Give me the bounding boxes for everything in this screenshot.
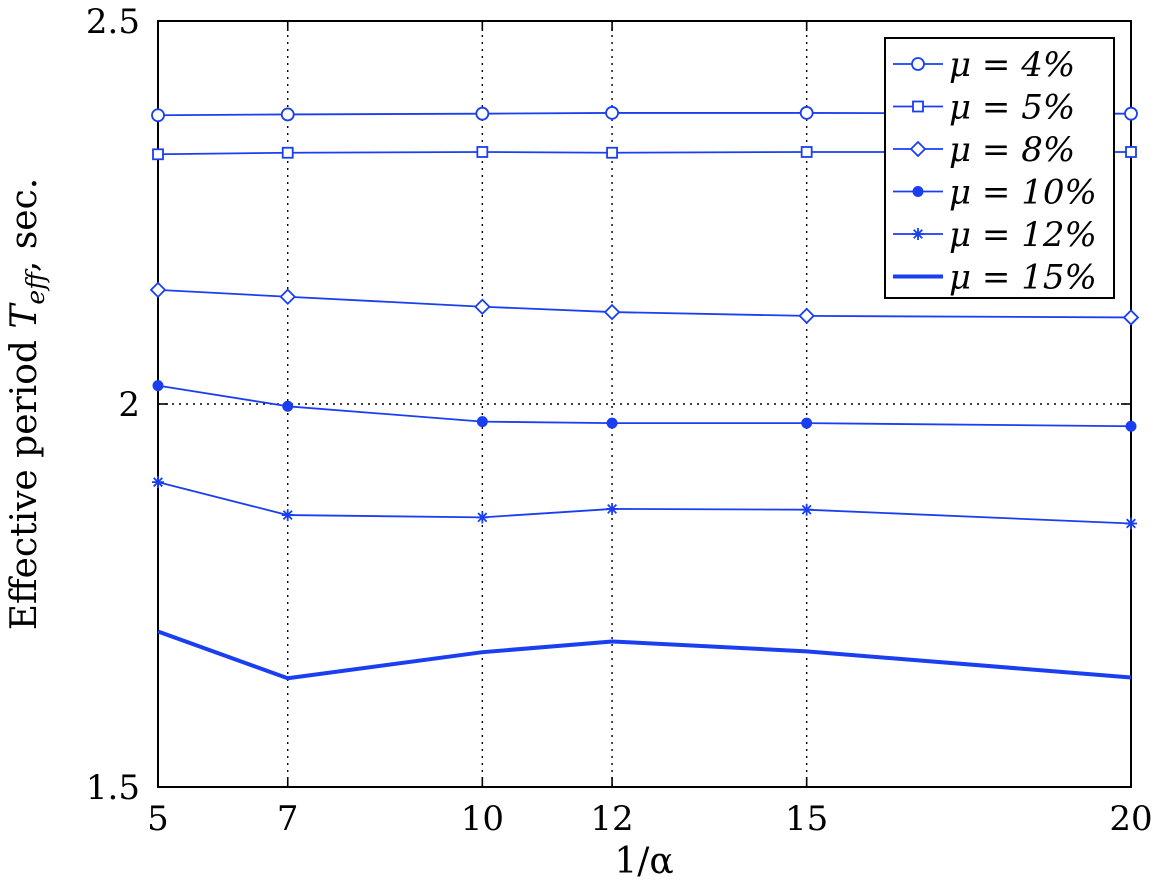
series-2 [152, 146, 1137, 161]
x-axis-label: 1/α [614, 841, 673, 882]
legend-item: μ = 8% [893, 130, 1075, 170]
series-group [149, 106, 1140, 681]
data-point [152, 380, 164, 392]
legend-marker [912, 228, 924, 240]
data-point [279, 288, 297, 306]
data-point [476, 146, 489, 158]
star-marker-stroke [606, 502, 619, 515]
data-point [281, 509, 294, 522]
data-point [149, 281, 167, 299]
data-point [280, 107, 295, 122]
data-point [476, 511, 489, 524]
data-point [606, 146, 618, 159]
x-tick-label: 7 [277, 799, 299, 839]
legend-marker [912, 186, 924, 197]
x-tick-label: 15 [785, 799, 828, 839]
series-line [157, 481, 1132, 525]
y-axis-label: Effective period Teff, sec. [4, 178, 50, 630]
legend-label: μ = 10% [949, 173, 1097, 213]
star-marker-stroke [800, 503, 813, 516]
legend-item: μ = 5% [893, 88, 1075, 128]
y-tick-label: 2 [118, 385, 140, 425]
star-marker-stroke [281, 509, 294, 522]
data-point [800, 146, 813, 158]
data-point [606, 417, 618, 429]
legend-item: μ = 15% [893, 258, 1097, 298]
data-point [605, 106, 619, 120]
legend-marker [911, 57, 925, 71]
x-tick-label: 10 [461, 799, 504, 839]
legend-item: μ = 12% [893, 215, 1097, 255]
legend-label: μ = 4% [949, 45, 1075, 85]
x-tick-label: 12 [590, 799, 633, 839]
ticks: 5 7 10 12 15 20 1.5 2 2.5 [86, 2, 1153, 839]
series-5 [152, 476, 1137, 530]
data-point [1125, 420, 1137, 432]
x-tick-label: 20 [1109, 799, 1152, 839]
data-point [476, 416, 488, 428]
series-line [157, 151, 1131, 156]
legend-label: μ = 15% [949, 258, 1097, 298]
data-point [603, 303, 621, 321]
data-point [151, 108, 165, 123]
data-point [282, 400, 294, 412]
data-point [800, 503, 813, 516]
star-marker-stroke [1125, 517, 1137, 530]
legend-item: μ = 10% [893, 173, 1097, 213]
data-point [1125, 146, 1137, 158]
star-marker-stroke [152, 476, 164, 489]
series-4 [152, 380, 1137, 432]
data-point [475, 106, 490, 121]
legend-item: μ = 4% [893, 45, 1075, 85]
series-6 [157, 629, 1132, 681]
legend: μ = 4%μ = 5%μ = 8%μ = 10%μ = 12%μ = 15% [884, 37, 1115, 299]
data-point [801, 417, 813, 429]
series-line [157, 288, 1132, 319]
series-line [157, 629, 1132, 681]
data-point [474, 298, 491, 315]
legend-label: μ = 12% [949, 215, 1097, 255]
data-point [281, 146, 294, 159]
legend-box [884, 37, 1115, 299]
series-3 [149, 281, 1140, 326]
data-point [1124, 106, 1138, 121]
data-point [799, 106, 814, 120]
data-point [152, 476, 164, 489]
data-point [1122, 309, 1140, 326]
series-line [157, 384, 1132, 428]
series-line [157, 112, 1132, 117]
y-tick-label: 1.5 [86, 768, 140, 808]
data-point [152, 148, 164, 161]
legend-label: μ = 5% [949, 88, 1075, 128]
legend-marker [909, 140, 927, 158]
series-1 [151, 106, 1138, 123]
y-tick-label: 2.5 [86, 2, 140, 42]
data-point [798, 307, 815, 325]
data-point [606, 502, 619, 515]
legend-label: μ = 8% [949, 130, 1075, 170]
star-marker-stroke [476, 511, 489, 524]
legend-marker [912, 100, 924, 113]
x-tick-label: 5 [147, 799, 169, 839]
star-marker-stroke [912, 228, 924, 240]
data-point [1125, 517, 1137, 530]
